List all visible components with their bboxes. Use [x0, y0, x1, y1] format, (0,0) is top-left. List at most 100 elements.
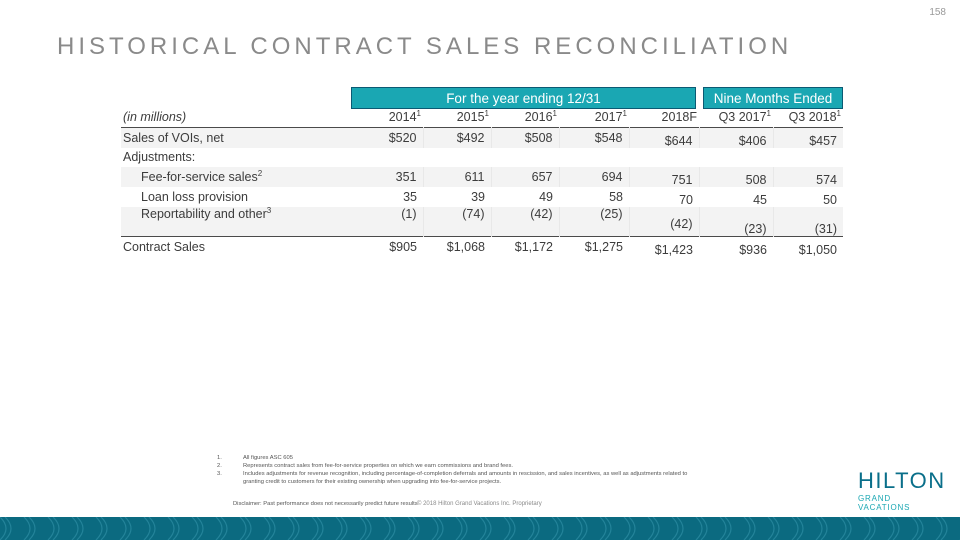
footer-wave-arc — [604, 517, 612, 540]
footer-wave-arc — [268, 517, 276, 540]
footer-wave-arc — [623, 517, 631, 540]
footer-wave-arc — [412, 517, 420, 540]
table-cell: $492 — [423, 127, 492, 148]
table-cell: $406 — [699, 127, 774, 148]
header-band-nine-months: Nine Months Ended — [703, 87, 843, 109]
table-cell: 49 — [539, 189, 553, 204]
footer-wave-arc — [244, 517, 252, 540]
footer-wave-arc — [796, 517, 804, 540]
column-header: 2018F — [661, 110, 697, 125]
table-cell: 574 — [816, 172, 837, 187]
column-header: Q3 20181 — [788, 109, 841, 125]
footer-wave-arc — [407, 517, 415, 540]
footer-wave-arc — [220, 517, 228, 540]
footer-wave-arc — [695, 517, 703, 540]
footer-wave-arc — [383, 517, 391, 540]
column-header: 20161 — [524, 109, 557, 125]
footer-wave-arc — [95, 517, 103, 540]
table-row-contract-sales: Contract Sales $905 $1,068 $1,172 $1,275… — [121, 236, 843, 257]
footer-wave-arc — [100, 517, 108, 540]
table-cell: 657 — [491, 166, 560, 187]
row-label: Fee-for-service sales2 — [141, 168, 263, 184]
table-cell — [559, 148, 629, 167]
footer-wave-arc — [700, 517, 708, 540]
row-label: Loan loss provision — [141, 189, 249, 204]
table-cell: $1,172 — [514, 240, 553, 254]
row-label: Adjustments: — [123, 150, 196, 164]
footer-wave-arc — [940, 517, 948, 540]
hilton-grand-vacations-logo: HILTON GRAND VACATIONS — [858, 468, 946, 513]
footer-wave-arc — [340, 517, 348, 540]
footer-wave-arc — [628, 517, 636, 540]
footer-wave-arc — [431, 517, 439, 540]
table-cell: (42) — [629, 206, 700, 237]
footer-wave-arc — [503, 517, 511, 540]
footer-wave-arc — [868, 517, 876, 540]
footer-wave-arc — [28, 517, 36, 540]
slide-title: HISTORICAL CONTRACT SALES RECONCILIATION — [57, 33, 793, 60]
footer-wave-arc — [124, 517, 132, 540]
table-cell: (25) — [559, 206, 630, 237]
row-label: Contract Sales — [123, 240, 205, 254]
table-cell: $520 — [349, 127, 424, 148]
table-cell: $1,423 — [654, 243, 693, 257]
footnote-text: Represents contract sales from fee-for-s… — [243, 463, 513, 469]
table-row-adjustments: Adjustments: — [121, 147, 843, 167]
footer-wave-arc — [671, 517, 679, 540]
page-number: 158 — [929, 7, 946, 18]
footer-wave-arc — [724, 517, 732, 540]
footer-wave-arc — [887, 517, 895, 540]
row-label: Reportability and other3 — [141, 205, 272, 221]
footer-band — [0, 517, 960, 540]
table-cell: 58 — [609, 189, 623, 204]
table-cell: 35 — [403, 189, 417, 204]
table-cell: $508 — [491, 127, 560, 148]
footer-wave-arc — [863, 517, 871, 540]
footer-wave-arc — [196, 517, 204, 540]
table-cell: 508 — [699, 166, 774, 187]
footer-wave-arc — [652, 517, 660, 540]
table-cell: 611 — [423, 166, 492, 187]
table-cell: (23) — [699, 206, 774, 237]
footer-wave-arc — [892, 517, 900, 540]
footer-wave-arc — [287, 517, 295, 540]
table-row-reportability: Reportability and other3 (1) (74) (42) (… — [121, 205, 843, 237]
table-cell: 45 — [753, 192, 767, 207]
footnote-text: Includes adjustments for revenue recogni… — [243, 471, 688, 485]
table-row-loan-loss: Loan loss provision 35 39 49 58 70 45 50 — [121, 186, 843, 207]
disclaimer: Disclaimer: Past performance does not ne… — [233, 501, 418, 507]
table-cell: (42) — [491, 206, 560, 237]
footer-wave-arc — [479, 517, 487, 540]
table-cell — [773, 148, 843, 167]
footer-wave-arc — [911, 517, 919, 540]
table-header-row: (in millions) 20141 20151 20161 20171 20… — [121, 108, 843, 127]
table-cell — [423, 148, 491, 167]
footer-wave-arc — [820, 517, 828, 540]
table-cell: (74) — [423, 206, 492, 237]
table-cell: $548 — [559, 127, 630, 148]
footnote: 2. Represents contract sales from fee-fo… — [217, 462, 703, 470]
footer-wave-arc — [460, 517, 468, 540]
footer-wave-arc — [556, 517, 564, 540]
footer-wave-arc — [772, 517, 780, 540]
footer-wave-arc — [76, 517, 84, 540]
footer-wave-arc — [791, 517, 799, 540]
logo-wordmark: HILTON — [858, 468, 946, 493]
table-cell: $457 — [809, 133, 837, 148]
footer-wave-arc — [743, 517, 751, 540]
table-cell: $936 — [739, 243, 767, 257]
column-header: 20171 — [594, 109, 627, 125]
footnote-number: 3. — [217, 471, 222, 477]
footer-wave-arc — [575, 517, 583, 540]
footer-wave-arc — [292, 517, 300, 540]
table-cell: 694 — [559, 166, 630, 187]
footnote-number: 2. — [217, 463, 222, 469]
table-cell: $644 — [629, 127, 700, 148]
footer-wave-arc — [167, 517, 175, 540]
footer-wave-arc — [23, 517, 31, 540]
table-cell: (31) — [814, 222, 837, 236]
table-cell — [349, 148, 423, 167]
footer-wave-arc — [844, 517, 852, 540]
footer-wave-arc — [148, 517, 156, 540]
footer-wave-arc — [767, 517, 775, 540]
